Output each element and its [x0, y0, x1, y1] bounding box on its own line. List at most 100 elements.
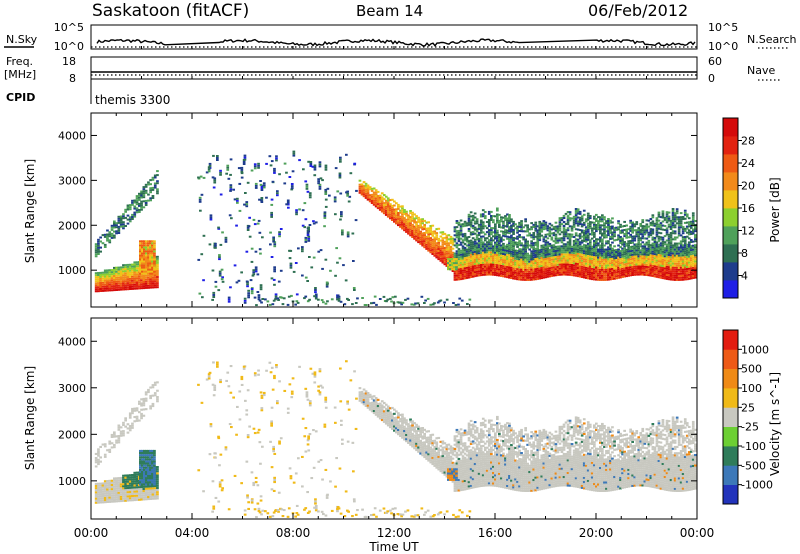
echo-cell	[504, 231, 507, 234]
echo-cell	[407, 232, 410, 235]
echo-cell	[133, 199, 137, 202]
echo-cell	[673, 224, 677, 227]
echo-cell	[465, 270, 469, 273]
echo-cell	[382, 210, 386, 213]
echo-cell	[386, 203, 390, 206]
echo-cell	[97, 242, 100, 245]
echo-cell	[586, 273, 590, 276]
echo-cell	[649, 270, 653, 273]
echo-cell	[366, 190, 370, 193]
echo-cell	[401, 215, 404, 218]
echo-cell	[510, 264, 513, 267]
echo-cell	[671, 256, 675, 259]
echo-cell	[471, 257, 475, 260]
echo-cell	[582, 270, 586, 273]
echo-cell	[149, 254, 152, 257]
echo-cell	[140, 200, 143, 203]
echo-cell	[667, 278, 671, 281]
echo-cell	[653, 263, 657, 266]
echo-cell	[126, 276, 130, 278]
echo-cell	[333, 200, 337, 203]
echo-cell	[580, 265, 584, 268]
echo-cell	[629, 274, 632, 277]
echo-cell	[550, 238, 554, 241]
echo-cell	[673, 266, 677, 269]
echo-cell	[671, 238, 675, 241]
echo-cell	[479, 231, 483, 234]
echo-cell	[97, 452, 100, 455]
echo-cell	[368, 196, 372, 199]
echo-cell	[691, 262, 695, 265]
echo-cell	[457, 276, 461, 279]
echo-cell	[617, 256, 620, 259]
echo-cell	[635, 265, 639, 268]
echo-cell	[149, 246, 152, 249]
echo-cell	[360, 185, 364, 188]
echo-cell	[659, 228, 663, 231]
echo-cell	[143, 272, 146, 275]
echo-cell	[485, 261, 489, 264]
echo-cell	[122, 217, 125, 220]
echo-cell	[151, 242, 154, 245]
echo-cell	[538, 257, 542, 260]
echo-cell	[217, 227, 221, 230]
echo-cell	[613, 273, 616, 276]
echo-cell	[651, 274, 655, 277]
echo-cell	[522, 270, 525, 273]
echo-cell	[669, 278, 673, 281]
echo-cell	[459, 227, 463, 230]
echo-cell	[635, 231, 639, 234]
echo-cell	[615, 228, 618, 231]
echo-cell	[117, 266, 121, 269]
echo-cell	[455, 276, 459, 279]
echo-cell	[496, 274, 499, 277]
echo-cell	[538, 225, 542, 227]
echo-cell	[504, 263, 507, 266]
echo-cell	[562, 273, 566, 276]
echo-cell	[453, 264, 456, 267]
echo-cell	[245, 203, 249, 206]
echo-cell	[323, 212, 327, 215]
echo-cell	[510, 258, 513, 261]
echo-cell	[615, 249, 618, 251]
echo-cell	[139, 248, 142, 251]
echo-cell	[425, 221, 428, 224]
echo-cell	[508, 240, 511, 243]
echo-cell	[558, 255, 562, 258]
echo-cell	[584, 240, 588, 243]
echo-cell	[514, 273, 517, 276]
echo-cell	[283, 162, 287, 165]
echo-cell	[126, 222, 130, 225]
echo-cell	[526, 256, 529, 259]
echo-cell	[433, 242, 437, 245]
echo-cell	[554, 250, 558, 252]
echo-cell	[445, 256, 449, 259]
echo-cell	[242, 161, 246, 163]
echo-cell	[397, 218, 400, 220]
echo-cell	[512, 224, 515, 227]
echo-cell	[479, 245, 483, 248]
echo-cell	[639, 265, 643, 268]
echo-cell	[590, 251, 594, 254]
echo-cell	[506, 260, 509, 262]
echo-cell	[504, 275, 507, 278]
echo-cell	[667, 217, 671, 220]
echo-cell	[433, 244, 437, 247]
echo-cell	[479, 272, 483, 275]
echo-cell	[625, 242, 628, 245]
echo-cell	[673, 274, 677, 277]
echo-cell	[99, 284, 102, 286]
echo-cell	[368, 188, 372, 191]
echo-cell	[562, 214, 566, 217]
echo-cell	[110, 281, 114, 284]
echo-cell	[490, 217, 493, 219]
echo-cell	[103, 277, 107, 280]
echo-cell	[459, 274, 463, 276]
echo-cell	[445, 260, 449, 263]
echo-cell	[498, 240, 501, 243]
echo-cell	[603, 276, 606, 279]
echo-cell	[405, 220, 408, 223]
echo-cell	[554, 237, 558, 240]
echo-cell	[142, 192, 146, 195]
echo-cell	[441, 257, 445, 260]
